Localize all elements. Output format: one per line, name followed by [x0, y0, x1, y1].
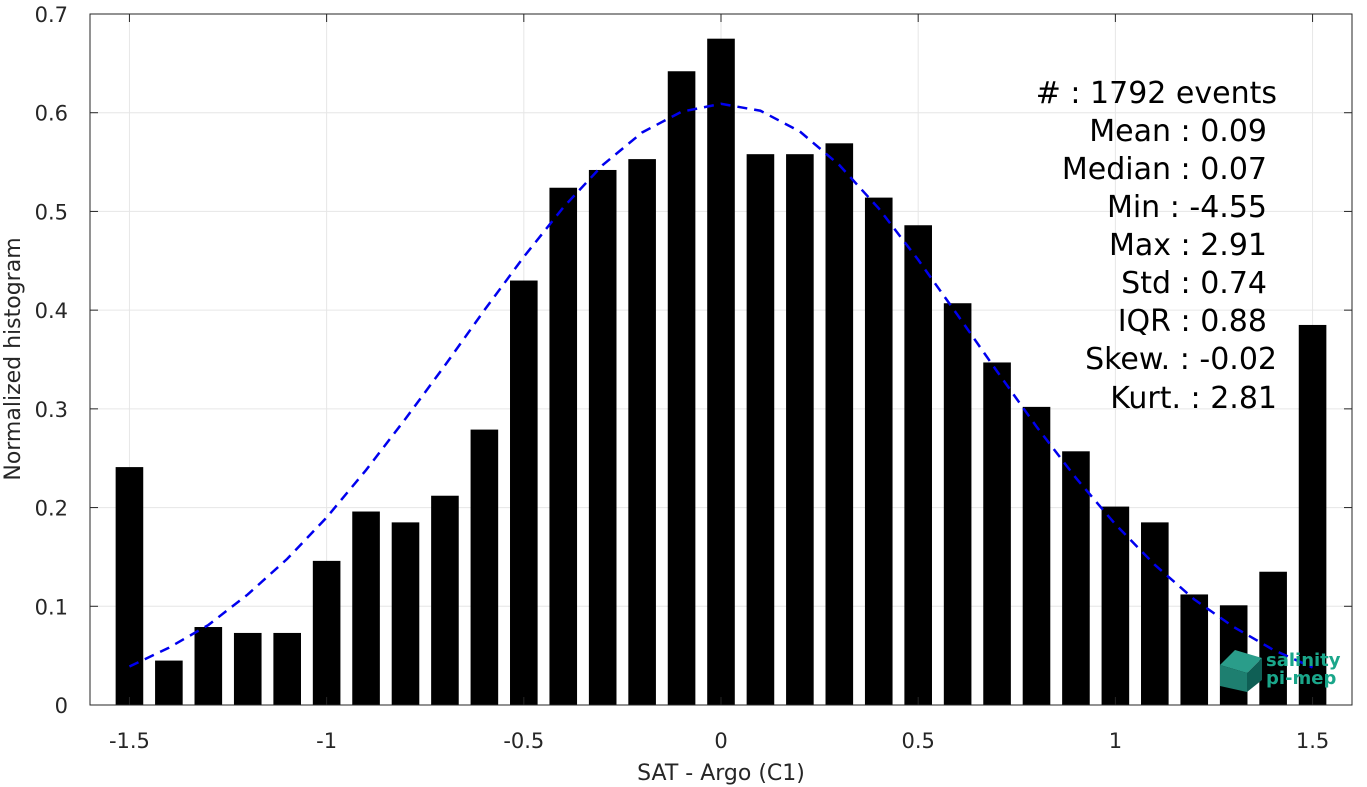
x-tick-label: -0.5	[503, 729, 544, 753]
stat-skew: Skew. : -0.02	[1085, 342, 1277, 377]
y-tick-label: 0	[55, 694, 68, 718]
histogram-bar	[1259, 571, 1287, 705]
histogram-bar	[707, 38, 735, 705]
salinity-pimep-logo: salinity pi-mep	[1220, 650, 1341, 692]
histogram-bar	[352, 511, 380, 705]
y-tick-label: 0.5	[35, 200, 68, 224]
y-tick-label: 0.6	[35, 102, 68, 126]
histogram-bar	[904, 225, 932, 705]
normal-fit-curve	[128, 102, 1314, 669]
x-tick-label: -1.5	[109, 729, 150, 753]
histogram-bar	[155, 660, 183, 705]
histogram-bar	[1141, 522, 1169, 705]
y-axis-label: Normalized histogram	[1, 237, 26, 480]
logo-cube-icon	[1220, 650, 1262, 692]
stat-iqr: IQR : 0.88	[1118, 304, 1267, 339]
histogram-bar	[1062, 451, 1090, 705]
y-tick-label: 0.3	[35, 398, 68, 422]
histogram-bar	[588, 169, 617, 705]
stat-min: Min : -4.55	[1107, 190, 1267, 225]
y-tick-label: 0.1	[35, 595, 68, 619]
x-tick-label: 1	[1109, 729, 1122, 753]
histogram-bar	[825, 143, 854, 705]
histogram-bar	[864, 197, 893, 705]
histogram-bar	[194, 627, 223, 705]
histogram-bar	[115, 467, 144, 705]
histogram-bar	[943, 303, 972, 705]
y-tick-label: 0.4	[35, 299, 68, 323]
x-axis-label: SAT - Argo (C1)	[637, 761, 805, 786]
histogram-bar	[549, 187, 578, 706]
histogram-bar	[470, 429, 499, 705]
histogram-bar	[510, 280, 538, 705]
stat-std: Std : 0.74	[1121, 266, 1267, 301]
histogram-bar	[746, 154, 775, 705]
tick-labels: -1.5 -1 -0.5 0 0.5 1 1.5 0 0.1 0.2 0.3 0.4 0.5 0.6 0.7	[35, 3, 1330, 753]
histogram-bars	[115, 38, 1327, 706]
stats-box: # : 1792 events Mean : 0.09 Median : 0.0…	[1036, 76, 1277, 416]
logo-line2: pi-mep	[1266, 668, 1336, 689]
stat-max: Max : 2.91	[1109, 228, 1267, 263]
y-tick-label: 0.2	[35, 497, 68, 521]
x-tick-label: 0.5	[901, 729, 934, 753]
histogram-bar	[391, 522, 420, 705]
histogram-bar	[1298, 324, 1327, 705]
normal-fit-curve-group	[128, 102, 1314, 669]
histogram-bar	[983, 362, 1011, 705]
logo-line1: salinity	[1266, 650, 1341, 671]
histogram-bar	[667, 71, 696, 706]
histogram-bar	[312, 560, 341, 705]
histogram-bar	[628, 159, 656, 706]
histogram-bar	[273, 632, 301, 705]
x-tick-label: 1.5	[1296, 729, 1329, 753]
x-tick-label: -1	[316, 729, 337, 753]
y-tick-label: 0.7	[35, 3, 68, 27]
stat-events: # : 1792 events	[1036, 76, 1277, 111]
axes	[89, 13, 1353, 706]
histogram-bar	[1022, 406, 1051, 705]
histogram-bar	[1180, 594, 1209, 705]
histogram-bar	[431, 495, 459, 705]
histogram-bar	[1101, 506, 1130, 705]
x-tick-label: 0	[714, 729, 727, 753]
stat-mean: Mean : 0.09	[1089, 114, 1267, 149]
histogram-bar	[786, 154, 814, 705]
stat-kurt: Kurt. : 2.81	[1110, 381, 1277, 416]
stat-median: Median : 0.07	[1062, 152, 1267, 187]
histogram-bar	[233, 632, 262, 705]
